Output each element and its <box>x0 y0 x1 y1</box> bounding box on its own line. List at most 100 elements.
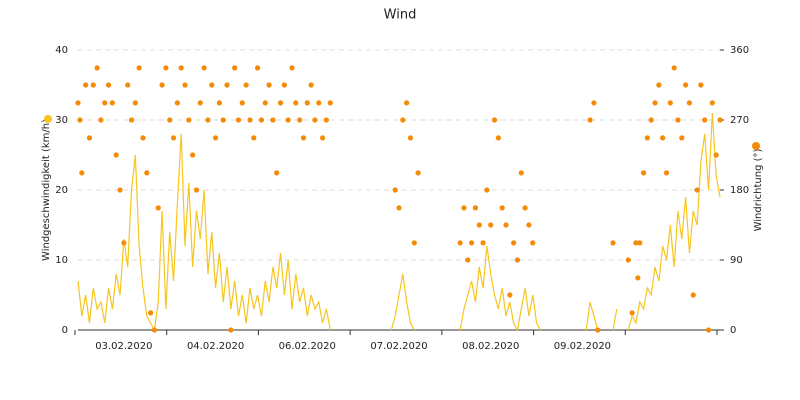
direction-point <box>635 275 641 281</box>
direction-point <box>243 82 249 88</box>
direction-point <box>182 82 188 88</box>
direction-point <box>293 100 299 106</box>
y2-tick-label: 0 <box>730 325 736 336</box>
direction-point <box>709 100 715 106</box>
direction-point <box>400 117 406 123</box>
direction-point <box>514 257 521 263</box>
y-tick-label: 10 <box>55 255 68 266</box>
direction-point <box>239 100 245 106</box>
direction-point <box>197 100 203 106</box>
direction-point <box>212 135 219 141</box>
chart-title: Wind <box>384 8 417 23</box>
direction-point <box>251 135 257 141</box>
direction-point <box>193 187 200 193</box>
direction-point <box>702 117 708 123</box>
direction-point <box>595 327 601 333</box>
x-tick-label: 08.02.2020 <box>462 341 519 352</box>
y2-tick-label: 270 <box>730 115 749 126</box>
direction-point <box>312 117 318 123</box>
legend-marker <box>752 142 760 150</box>
direction-point <box>136 65 142 71</box>
direction-point <box>105 82 112 88</box>
direction-point <box>476 222 482 228</box>
direction-point <box>404 100 410 106</box>
direction-point <box>274 170 280 176</box>
direction-point <box>526 222 532 228</box>
direction-point <box>465 257 471 263</box>
direction-point <box>327 100 333 106</box>
direction-point <box>98 117 104 123</box>
direction-point <box>232 65 238 71</box>
direction-point <box>705 327 712 333</box>
direction-point <box>102 100 108 106</box>
speed-line <box>459 245 541 332</box>
direction-point <box>79 170 85 176</box>
y-tick-label: 40 <box>55 45 68 56</box>
speed-line <box>77 133 331 332</box>
direction-point <box>610 240 616 246</box>
direction-point <box>255 65 261 71</box>
y2-tick-label: 360 <box>730 45 749 56</box>
direction-point <box>530 240 536 246</box>
direction-point <box>90 82 96 88</box>
direction-point <box>392 187 398 193</box>
direction-point <box>663 170 670 176</box>
direction-point <box>407 135 414 141</box>
direction-point <box>308 82 314 88</box>
direction-point <box>652 100 658 106</box>
direction-point <box>144 170 150 176</box>
direction-point <box>633 240 639 246</box>
direction-point <box>694 187 700 193</box>
direction-point <box>86 135 93 141</box>
direction-point <box>151 327 158 333</box>
direction-point <box>396 205 402 211</box>
direction-point <box>140 135 146 141</box>
direction-point <box>178 65 184 71</box>
direction-point <box>587 117 593 123</box>
y-tick-label: 30 <box>55 115 68 126</box>
direction-point <box>323 117 329 123</box>
speed-line <box>585 301 599 331</box>
direction-point <box>717 117 723 123</box>
direction-point <box>472 205 479 211</box>
direction-point <box>667 100 673 106</box>
direction-point <box>94 65 100 71</box>
speed-line <box>612 308 618 331</box>
speed-line <box>390 273 415 331</box>
direction-point <box>258 117 265 123</box>
direction-point <box>499 205 505 211</box>
x-tick-label: 04.02.2020 <box>187 341 244 352</box>
direction-point <box>591 100 597 106</box>
direction-point <box>640 170 647 176</box>
y2-tick-label: 180 <box>730 185 749 196</box>
y-axis-label: Windgeschwindigkeit (km/h) <box>41 119 52 261</box>
direction-point <box>216 100 222 106</box>
direction-point <box>679 135 685 141</box>
direction-point <box>518 170 524 176</box>
direction-point <box>270 117 276 123</box>
direction-point <box>690 292 696 298</box>
direction-point <box>656 82 662 88</box>
x-tick-label: 07.02.2020 <box>370 341 427 352</box>
direction-point <box>671 65 677 71</box>
direction-point <box>201 65 207 71</box>
y-tick-label: 0 <box>62 325 68 336</box>
direction-point <box>247 117 253 123</box>
x-tick-label: 06.02.2020 <box>279 341 336 352</box>
direction-point <box>304 100 310 106</box>
direction-point <box>683 82 689 88</box>
direction-point <box>415 170 421 176</box>
direction-point <box>228 327 234 333</box>
direction-point <box>488 222 494 228</box>
speed-line <box>627 112 721 331</box>
direction-point <box>698 82 704 88</box>
x-tick-label: 09.02.2020 <box>554 341 611 352</box>
direction-point <box>170 135 177 141</box>
direction-point <box>503 222 509 228</box>
direction-point <box>507 292 513 298</box>
direction-point <box>319 135 326 141</box>
direction-point <box>469 240 475 246</box>
y2-tick-label: 90 <box>730 255 743 266</box>
direction-point <box>186 117 192 123</box>
